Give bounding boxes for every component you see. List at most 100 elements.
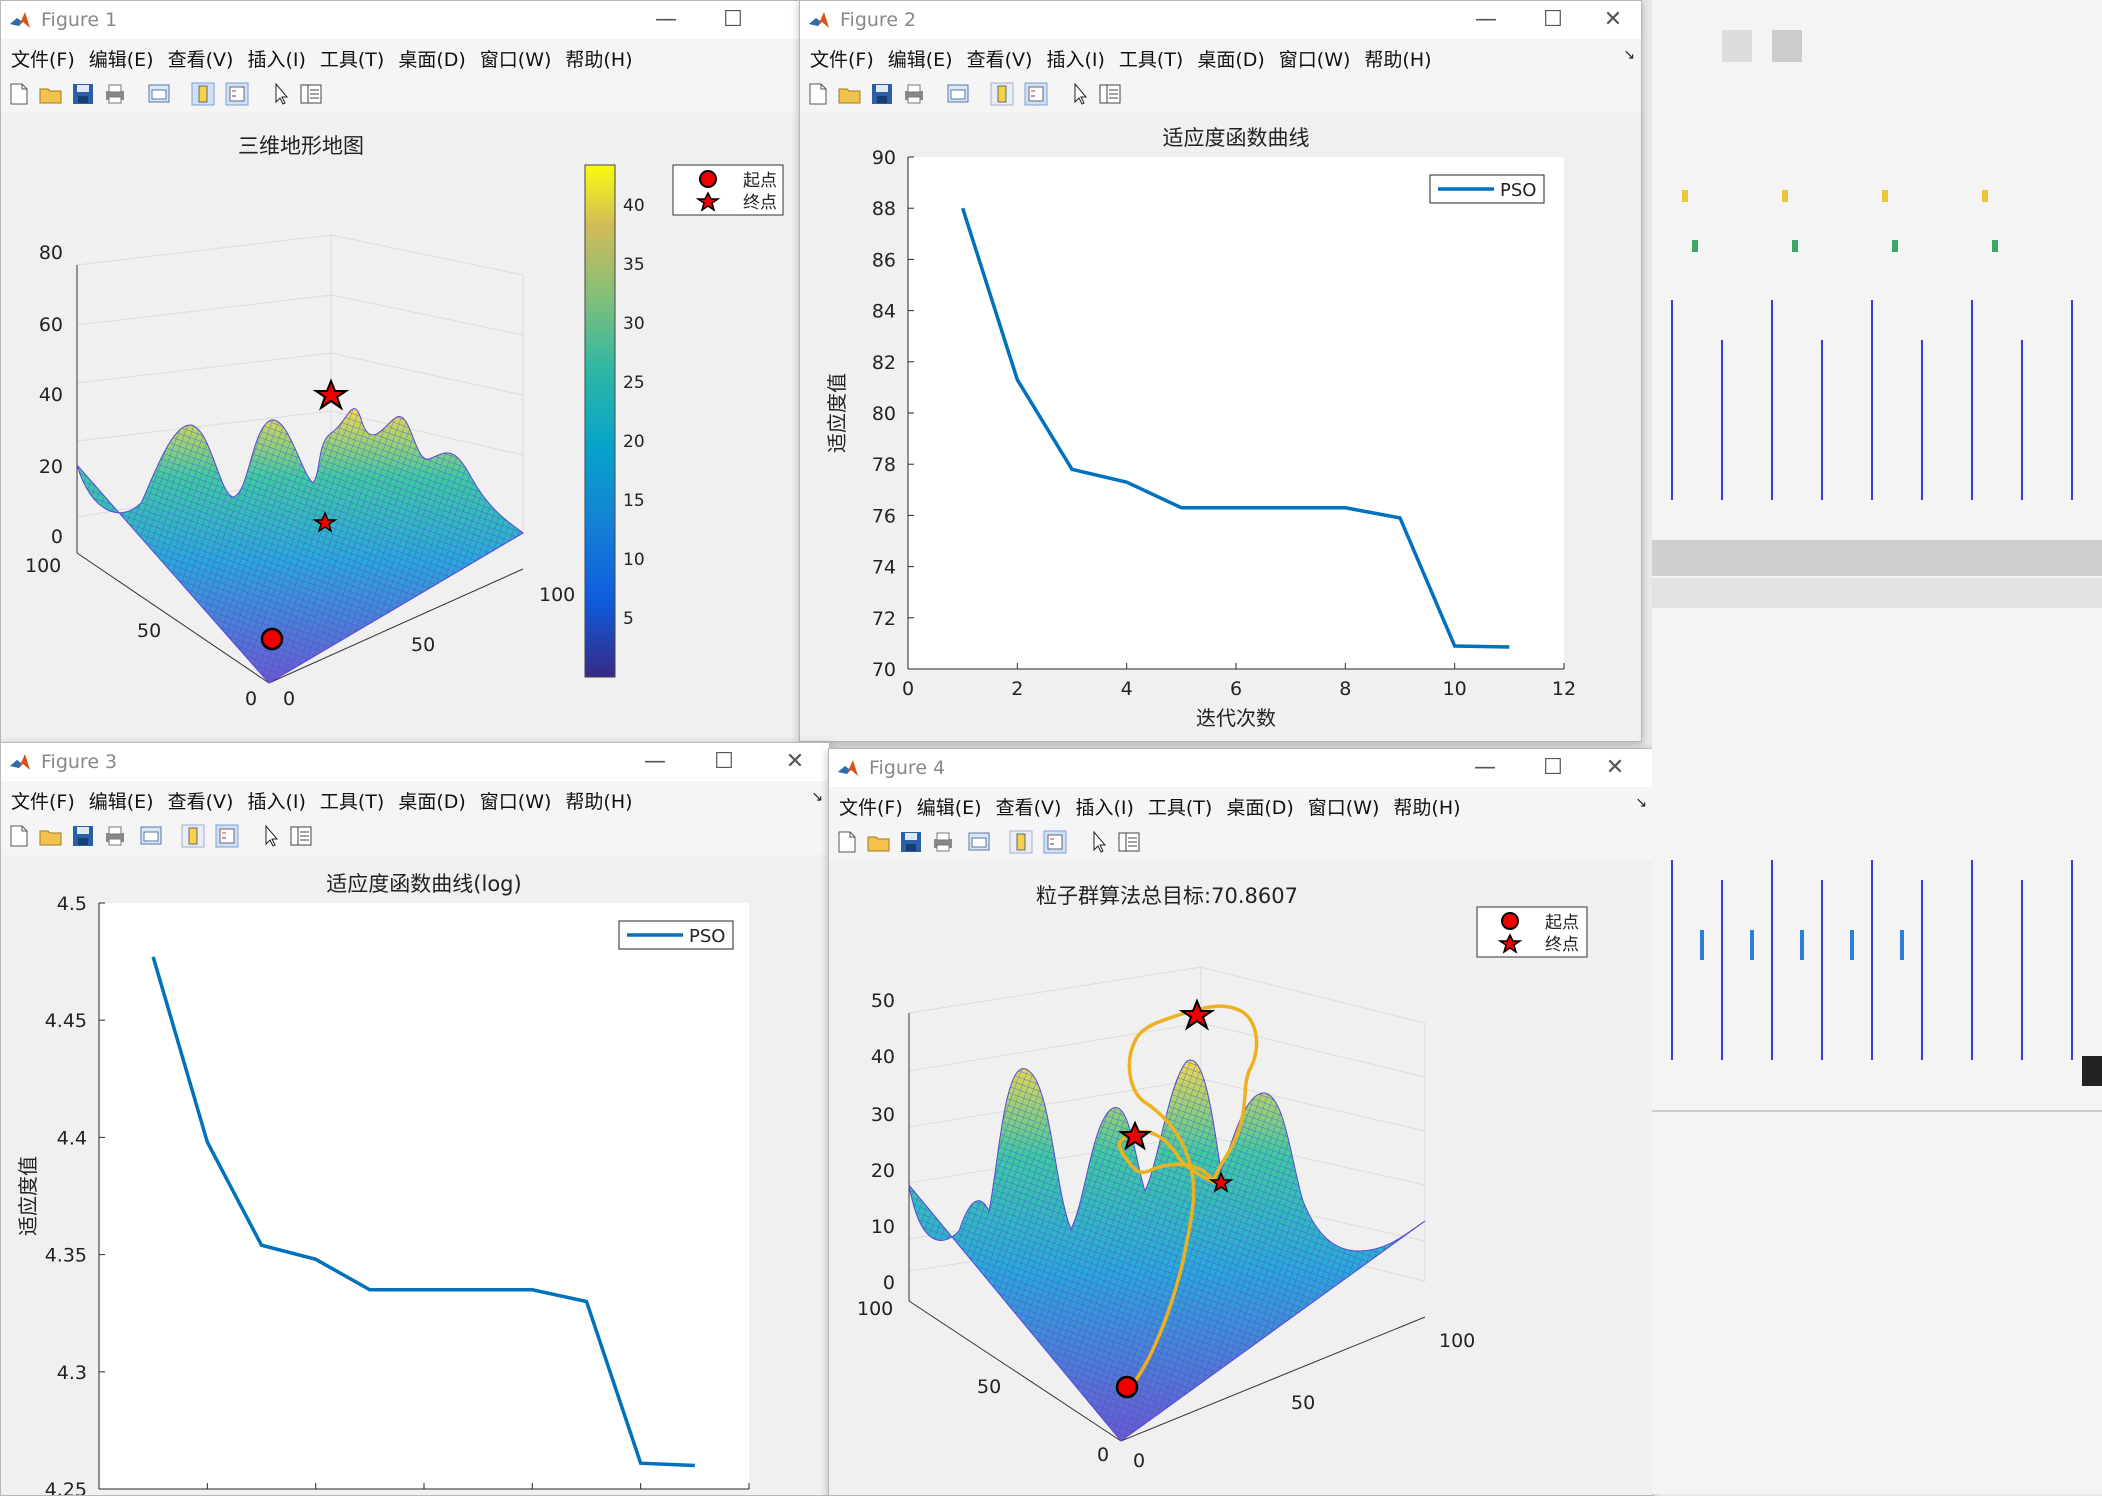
minimize-icon[interactable]: —: [655, 7, 677, 32]
menu-insert[interactable]: 插入(I): [247, 791, 306, 813]
menu-edit[interactable]: 编辑(E): [887, 49, 953, 71]
toolbar-expand-icon[interactable]: ↘: [811, 789, 823, 805]
toolbar-expand-icon[interactable]: ↘: [1623, 47, 1635, 63]
property-editor-icon[interactable]: [1115, 829, 1143, 855]
minimize-icon[interactable]: —: [1474, 755, 1496, 780]
toolbar-expand-icon[interactable]: ↘: [1635, 795, 1647, 811]
save-icon[interactable]: [897, 829, 925, 855]
cursor-icon[interactable]: [1085, 829, 1113, 855]
minimize-icon[interactable]: —: [644, 749, 666, 774]
property-editor-icon[interactable]: [287, 823, 315, 849]
menu-help[interactable]: 帮助(H): [565, 49, 633, 71]
open-file-icon[interactable]: [37, 81, 65, 107]
window-title: Figure 4: [869, 757, 946, 779]
waypoint-marker: [1118, 1120, 1152, 1151]
menu-file[interactable]: 文件(F): [11, 791, 75, 813]
menu-view[interactable]: 查看(V): [167, 791, 234, 813]
open-file-icon[interactable]: [865, 829, 893, 855]
print-icon[interactable]: [101, 823, 129, 849]
plot-title: 适应度函数曲线: [1163, 126, 1310, 150]
print-icon[interactable]: [101, 81, 129, 107]
colorbar-toggle-icon[interactable]: [988, 81, 1016, 107]
link-plot-icon[interactable]: [944, 81, 972, 107]
property-editor-icon[interactable]: [297, 81, 325, 107]
minimize-icon[interactable]: —: [1475, 7, 1497, 32]
figure-3-window[interactable]: Figure 3 — ☐ ✕ 文件(F) 编辑(E) 查看(V) 插入(I) 工具(T)…: [0, 742, 830, 1496]
close-icon[interactable]: ✕: [1603, 7, 1623, 32]
legend[interactable]: 起点 终点: [1476, 906, 1588, 958]
maximize-icon[interactable]: ☐: [1543, 755, 1563, 780]
legend-toggle-icon[interactable]: [213, 823, 241, 849]
cursor-icon[interactable]: [257, 823, 285, 849]
end-point-marker: [312, 378, 350, 411]
link-plot-icon[interactable]: [965, 829, 993, 855]
menu-view[interactable]: 查看(V): [995, 797, 1062, 819]
close-icon[interactable]: ✕: [785, 749, 805, 774]
figure-4-titlebar[interactable]: Figure 4 — ☐ ✕: [829, 749, 1653, 787]
new-figure-icon[interactable]: [833, 829, 861, 855]
colorbar-toggle-icon[interactable]: [1007, 829, 1035, 855]
menu-desktop[interactable]: 桌面(D): [398, 49, 466, 71]
figure-2-window[interactable]: Figure 2 — ☐ ✕ 文件(F) 编辑(E) 查看(V) 插入(I) 工具(T)…: [799, 0, 1642, 742]
menu-file[interactable]: 文件(F): [839, 797, 903, 819]
maximize-icon[interactable]: ☐: [714, 749, 734, 774]
save-icon[interactable]: [69, 81, 97, 107]
cursor-icon[interactable]: [1066, 81, 1094, 107]
menu-window[interactable]: 窗口(W): [479, 791, 552, 813]
legend[interactable]: 起点 终点: [672, 164, 784, 216]
legend-toggle-icon[interactable]: [1022, 81, 1050, 107]
cursor-icon[interactable]: [267, 81, 295, 107]
colorbar-toggle-icon[interactable]: [179, 823, 207, 849]
menu-insert[interactable]: 插入(I): [1075, 797, 1134, 819]
colorbar[interactable]: [584, 164, 616, 678]
colorbar-toggle-icon[interactable]: [189, 81, 217, 107]
menu-help[interactable]: 帮助(H): [1364, 49, 1432, 71]
menu-help[interactable]: 帮助(H): [565, 791, 633, 813]
save-icon[interactable]: [868, 81, 896, 107]
menu-desktop[interactable]: 桌面(D): [1197, 49, 1265, 71]
print-icon[interactable]: [929, 829, 957, 855]
menu-window[interactable]: 窗口(W): [479, 49, 552, 71]
menu-file[interactable]: 文件(F): [11, 49, 75, 71]
figure-2-titlebar[interactable]: Figure 2 — ☐ ✕: [800, 1, 1641, 39]
new-figure-icon[interactable]: [804, 81, 832, 107]
legend-toggle-icon[interactable]: [1041, 829, 1069, 855]
maximize-icon[interactable]: ☐: [723, 7, 743, 32]
menu-desktop[interactable]: 桌面(D): [398, 791, 466, 813]
legend-toggle-icon[interactable]: [223, 81, 251, 107]
menu-edit[interactable]: 编辑(E): [88, 49, 154, 71]
menu-file[interactable]: 文件(F): [810, 49, 874, 71]
window-title: Figure 2: [840, 9, 917, 31]
save-icon[interactable]: [69, 823, 97, 849]
figure-1-window[interactable]: Figure 1 — ☐ 文件(F) 编辑(E) 查看(V) 插入(I) 工具(T) 桌面…: [0, 0, 802, 744]
open-file-icon[interactable]: [37, 823, 65, 849]
figure-4-window[interactable]: Figure 4 — ☐ ✕ 文件(F) 编辑(E) 查看(V) 插入(I) 工具(T)…: [828, 748, 1654, 1496]
menu-view[interactable]: 查看(V): [966, 49, 1033, 71]
menu-tools[interactable]: 工具(T): [319, 791, 385, 813]
menu-edit[interactable]: 编辑(E): [88, 791, 154, 813]
property-editor-icon[interactable]: [1096, 81, 1124, 107]
figure-1-titlebar[interactable]: Figure 1 — ☐: [1, 1, 801, 39]
menu-insert[interactable]: 插入(I): [247, 49, 306, 71]
new-figure-icon[interactable]: [5, 823, 33, 849]
link-plot-icon[interactable]: [145, 81, 173, 107]
maximize-icon[interactable]: ☐: [1543, 7, 1563, 32]
menu-edit[interactable]: 编辑(E): [916, 797, 982, 819]
new-figure-icon[interactable]: [5, 81, 33, 107]
menu-tools[interactable]: 工具(T): [319, 49, 385, 71]
open-file-icon[interactable]: [836, 81, 864, 107]
colorbar-tick-label: 20: [623, 432, 645, 452]
print-icon[interactable]: [900, 81, 928, 107]
menu-desktop[interactable]: 桌面(D): [1226, 797, 1294, 819]
menu-window[interactable]: 窗口(W): [1307, 797, 1380, 819]
menu-tools[interactable]: 工具(T): [1147, 797, 1213, 819]
x-tick-label: 50: [411, 634, 435, 656]
menu-window[interactable]: 窗口(W): [1278, 49, 1351, 71]
link-plot-icon[interactable]: [137, 823, 165, 849]
menu-help[interactable]: 帮助(H): [1393, 797, 1461, 819]
close-icon[interactable]: ✕: [1605, 755, 1625, 780]
figure-3-titlebar[interactable]: Figure 3 — ☐ ✕: [1, 743, 829, 781]
menu-insert[interactable]: 插入(I): [1046, 49, 1105, 71]
menu-tools[interactable]: 工具(T): [1118, 49, 1184, 71]
menu-view[interactable]: 查看(V): [167, 49, 234, 71]
